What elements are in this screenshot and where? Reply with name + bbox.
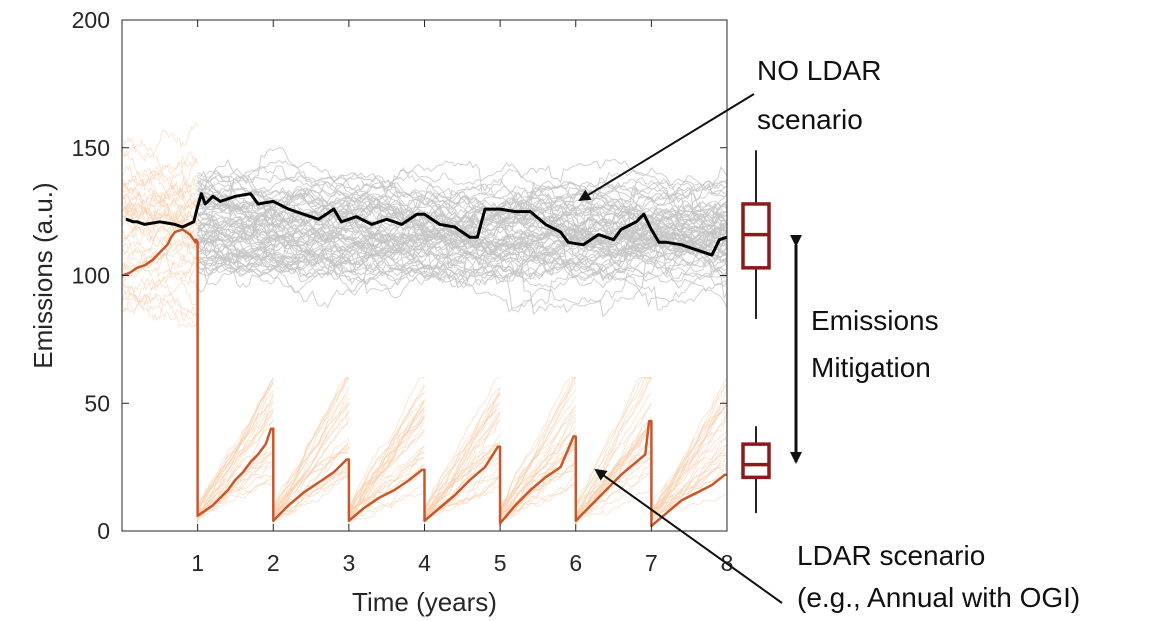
pre-ldar-run-line	[122, 244, 198, 273]
y-tick-label: 0	[97, 518, 110, 544]
ldar-arrow	[596, 470, 782, 603]
x-tick-label: 7	[645, 550, 658, 576]
no-ldar-annotation-line: NO LDAR	[757, 55, 881, 86]
mitigation-annotation-line: Emissions	[811, 305, 939, 336]
x-axis-label: Time (years)	[352, 587, 497, 617]
ldar-annotation-line: (e.g., Annual with OGI)	[797, 582, 1080, 613]
no-ldar-annotation-line: scenario	[757, 104, 863, 135]
x-tick-label: 3	[342, 550, 355, 576]
no-ldar-arrow	[580, 94, 754, 200]
y-tick-label: 100	[72, 263, 110, 289]
y-tick-label: 150	[72, 135, 110, 161]
ldar-annotation: LDAR scenario (e.g., Annual with OGI)	[797, 540, 1080, 613]
y-tick-label: 200	[72, 7, 110, 33]
no-ldar-run-line	[198, 160, 727, 201]
x-tick-label: 2	[267, 550, 280, 576]
annotations: NO LDAR scenario LDAR scenario (e.g., Annua…	[580, 55, 1080, 613]
simulation-ensemble	[122, 123, 727, 526]
x-tick-label: 4	[418, 550, 431, 576]
pre-ldar-run-line	[122, 123, 198, 161]
x-tick-label: 5	[494, 550, 507, 576]
mitigation-annotation: Emissions Mitigation	[811, 305, 939, 383]
no-ldar-annotation: NO LDAR scenario	[757, 55, 881, 135]
y-tick-label: 50	[84, 390, 110, 416]
y-axis-label: Emissions (a.u.)	[28, 182, 58, 368]
no-ldar-run-line	[198, 163, 727, 198]
x-tick-label: 1	[191, 550, 204, 576]
boxplot-ldar	[743, 426, 769, 513]
boxplot-box	[743, 444, 769, 477]
ldar-annotation-line: LDAR scenario	[797, 540, 985, 571]
boxplots	[743, 150, 769, 513]
mitigation-annotation-line: Mitigation	[811, 352, 931, 383]
x-tick-label: 6	[569, 550, 582, 576]
boxplot-no-ldar	[743, 150, 769, 319]
